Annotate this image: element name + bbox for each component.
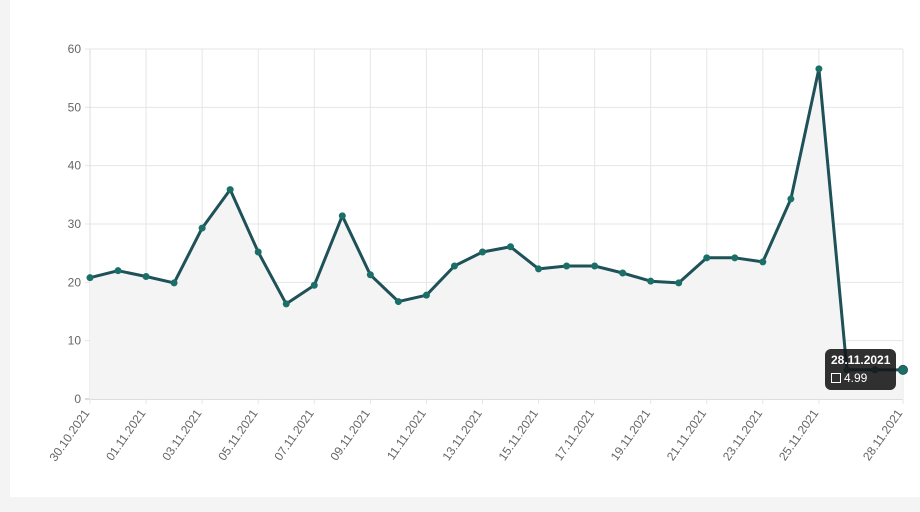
y-tick-label: 10 [68, 334, 82, 348]
data-point[interactable] [338, 212, 346, 220]
x-tick-label: 11.11.2021 [384, 406, 429, 462]
data-point[interactable] [226, 186, 234, 194]
series-area-fill [90, 68, 903, 400]
tooltip-value: 4.99 [844, 371, 868, 385]
data-point[interactable] [366, 271, 374, 279]
chart-tooltip: 28.11.2021 4.99 [825, 349, 896, 390]
tooltip-row: 4.99 [831, 371, 890, 385]
data-point[interactable] [282, 300, 290, 308]
data-point[interactable] [198, 224, 206, 232]
data-point[interactable] [898, 364, 908, 375]
data-point[interactable] [815, 65, 823, 73]
x-tick-label: 09.11.2021 [327, 406, 373, 463]
data-point[interactable] [422, 291, 430, 299]
x-tick-label: 30.10.2021 [47, 406, 93, 463]
x-axis: 30.10.2021 01.11.2021 03.11.2021 05.11.2021… [47, 406, 906, 463]
x-tick-label: 23.11.2021 [720, 406, 766, 463]
y-tick-label: 0 [74, 392, 81, 406]
x-tick-label: 19.11.2021 [608, 406, 654, 463]
data-point[interactable] [703, 254, 711, 262]
y-axis: 0 10 20 30 40 50 60 [68, 42, 82, 406]
data-point[interactable] [563, 262, 571, 270]
x-tick-label: 13.11.2021 [440, 406, 486, 463]
tooltip-legend-swatch [831, 373, 841, 383]
data-point[interactable] [619, 269, 627, 277]
data-point[interactable] [478, 248, 486, 256]
x-tick-label: 03.11.2021 [159, 406, 205, 463]
y-tick-label: 40 [68, 159, 82, 173]
data-point[interactable] [535, 265, 543, 273]
data-point[interactable] [394, 298, 402, 306]
data-point[interactable] [731, 254, 739, 262]
data-point[interactable] [507, 243, 515, 251]
x-tick-label: 17.11.2021 [552, 406, 598, 463]
x-tick-label: 05.11.2021 [215, 406, 261, 463]
data-point[interactable] [450, 262, 458, 270]
data-point[interactable] [310, 281, 318, 289]
y-tick-label: 30 [68, 217, 82, 231]
x-tick-label: 21.11.2021 [664, 406, 710, 463]
x-tick-label: 25.11.2021 [776, 406, 822, 463]
y-tick-label: 60 [68, 42, 82, 56]
data-point[interactable] [254, 248, 262, 256]
x-tick-label: 28.11.2021 [860, 406, 906, 463]
data-point[interactable] [759, 258, 767, 266]
data-point[interactable] [114, 267, 122, 275]
x-tick-label: 07.11.2021 [271, 406, 317, 463]
tooltip-title: 28.11.2021 [831, 353, 891, 367]
data-point[interactable] [591, 262, 599, 270]
x-tick-label: 01.11.2021 [103, 406, 149, 463]
series-line [89, 67, 904, 372]
data-point[interactable] [647, 277, 655, 285]
data-point[interactable] [86, 274, 94, 282]
data-point[interactable] [142, 273, 150, 280]
data-point[interactable] [787, 195, 795, 203]
data-point[interactable] [675, 279, 683, 287]
y-tick-label: 50 [68, 100, 82, 114]
y-tick-label: 20 [68, 275, 82, 289]
x-tick-label: 15.11.2021 [496, 406, 542, 463]
data-point[interactable] [170, 279, 178, 287]
